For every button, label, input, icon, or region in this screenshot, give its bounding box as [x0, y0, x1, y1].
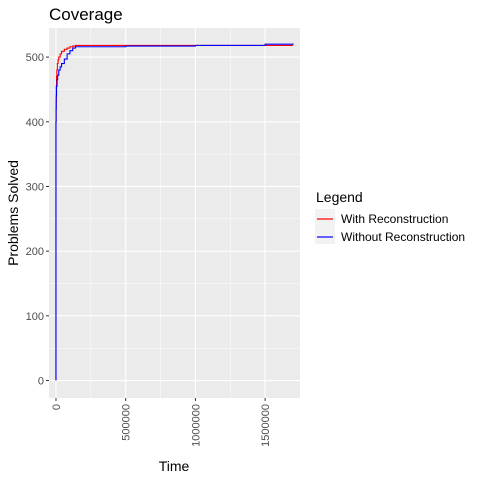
y-tick-label: 300 [26, 181, 44, 193]
y-tick-label: 200 [26, 246, 44, 258]
legend: Legend With Reconstruction Without Recon… [315, 189, 465, 244]
y-tick-label: 500 [26, 52, 44, 64]
x-axis-title: Time [159, 458, 190, 474]
legend-key-background [315, 209, 335, 244]
legend-title: Legend [316, 189, 363, 205]
x-tick-label: 500000 [121, 404, 133, 441]
y-tick-label: 0 [38, 376, 44, 388]
x-tick-label: 1000000 [190, 404, 202, 447]
plot-panel [49, 28, 300, 398]
y-tick-label: 400 [26, 117, 44, 129]
x-tick-label: 0 [51, 404, 63, 410]
chart-title: Coverage [49, 5, 123, 24]
x-axis-ticks: 0 500000 1000000 1500000 [51, 398, 272, 447]
y-axis-title: Problems Solved [5, 160, 21, 266]
y-axis-ticks: 0 100 200 300 400 500 [26, 52, 49, 388]
legend-label-with-reconstruction: With Reconstruction [341, 212, 448, 226]
series-line-without-reconstruction [55, 43, 294, 381]
legend-label-without-reconstruction: Without Reconstruction [341, 230, 465, 244]
x-tick-label: 1500000 [260, 404, 272, 447]
grid-lines [49, 28, 300, 398]
y-tick-label: 100 [26, 311, 44, 323]
series-lines [55, 43, 294, 381]
